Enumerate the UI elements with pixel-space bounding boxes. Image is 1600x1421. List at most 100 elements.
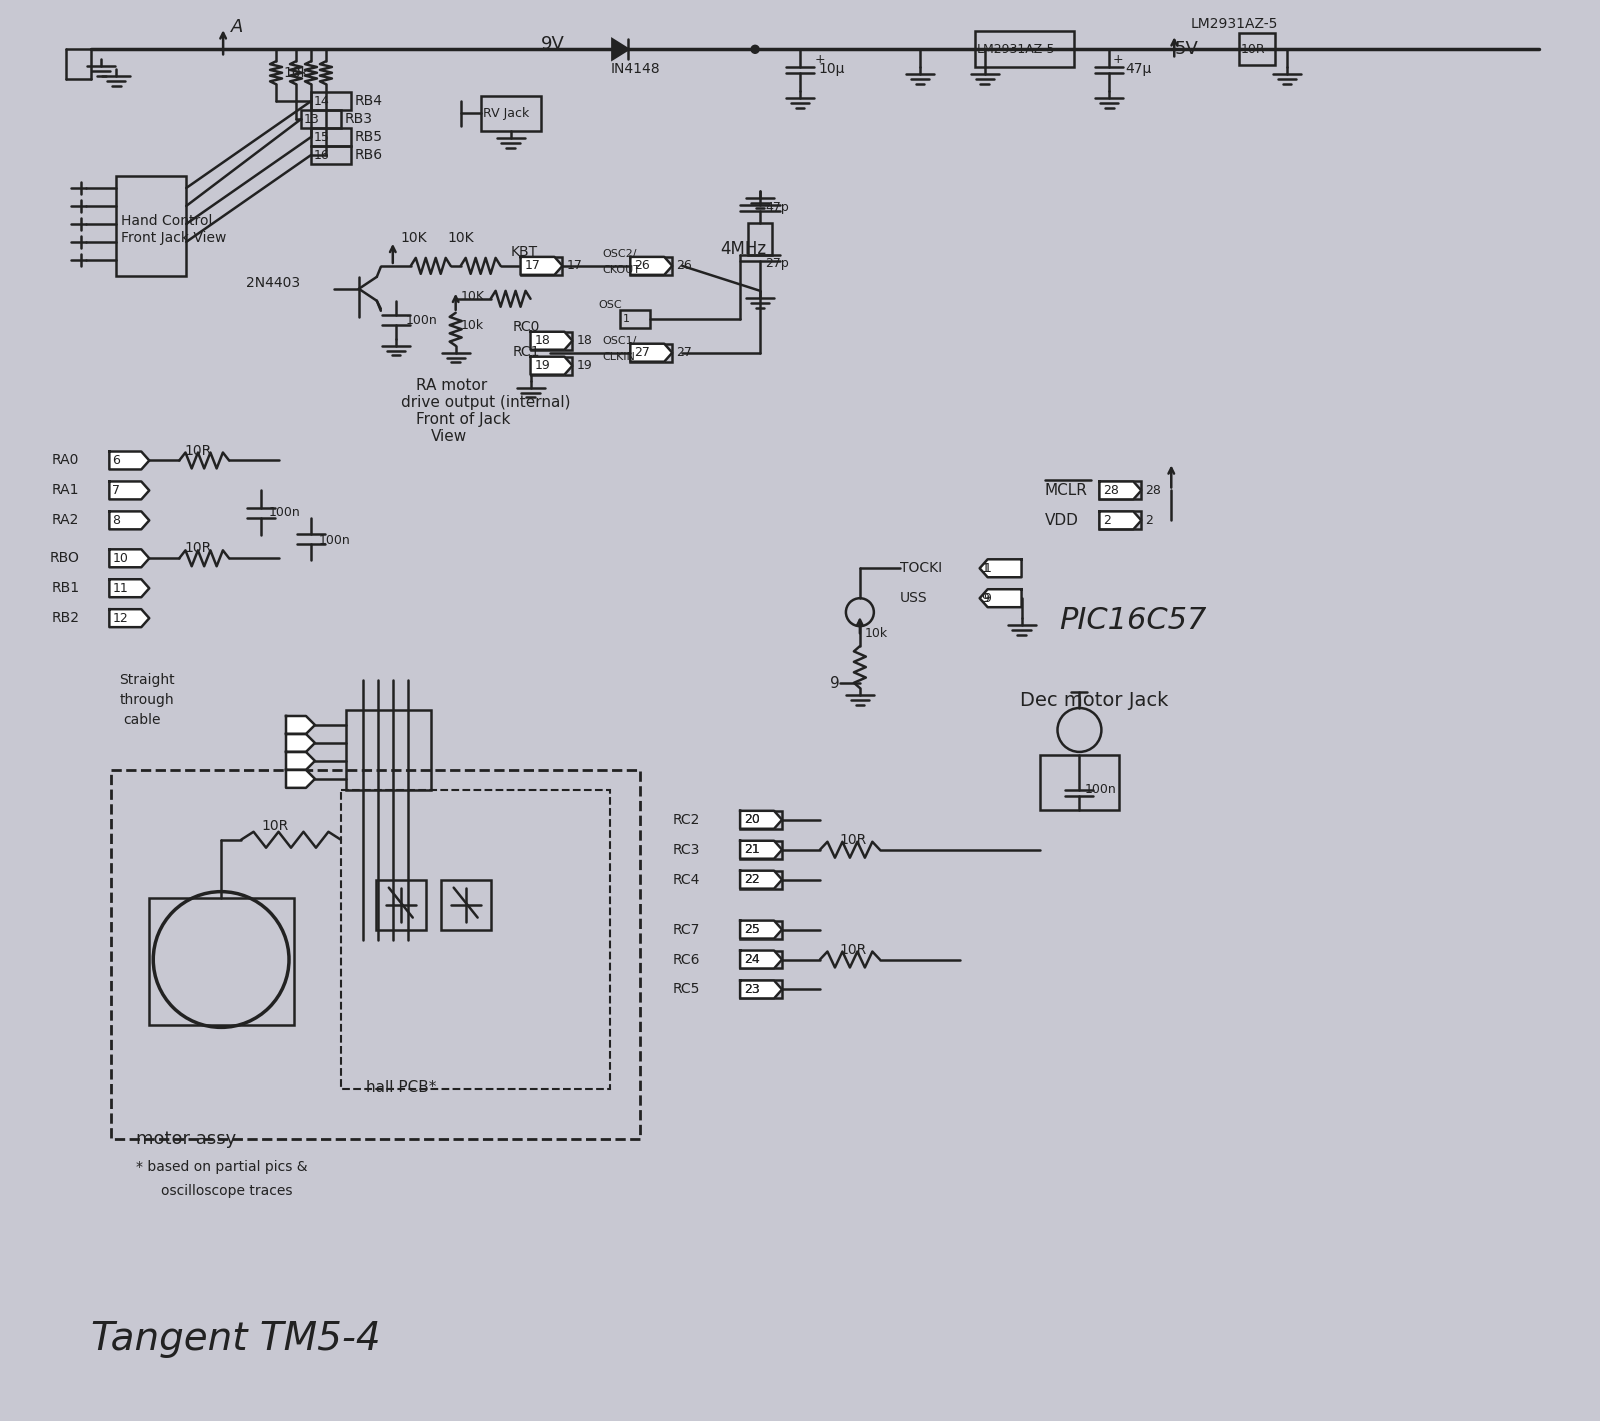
Text: 12: 12 — [112, 611, 128, 625]
Bar — [1238, 33, 1275, 65]
Bar — [376, 880, 426, 929]
Text: 9: 9 — [982, 591, 989, 605]
Polygon shape — [531, 331, 573, 350]
Text: 27: 27 — [677, 347, 693, 360]
Text: RA0: RA0 — [53, 453, 80, 468]
Text: 47μ: 47μ — [1125, 63, 1152, 77]
Text: 14: 14 — [314, 95, 330, 108]
Text: 19: 19 — [534, 360, 550, 372]
Text: RB3: RB3 — [346, 112, 373, 126]
Text: Front of Jack: Front of Jack — [416, 412, 510, 428]
Text: 10R: 10R — [840, 833, 867, 847]
Circle shape — [750, 45, 758, 53]
Text: RB1: RB1 — [51, 581, 80, 595]
Text: 27: 27 — [634, 347, 650, 360]
Polygon shape — [630, 257, 672, 274]
Polygon shape — [286, 770, 315, 787]
Bar — [531, 357, 573, 375]
Text: LM2931AZ-5: LM2931AZ-5 — [976, 43, 1054, 55]
Polygon shape — [630, 344, 672, 362]
Bar — [531, 331, 573, 350]
Text: * based on partial pics &: * based on partial pics & — [136, 1160, 307, 1174]
Text: 22: 22 — [744, 872, 760, 887]
Bar — [112, 770, 640, 1140]
Polygon shape — [1099, 512, 1141, 530]
Text: 7: 7 — [112, 485, 120, 497]
Text: 10R: 10R — [1242, 43, 1266, 55]
Text: LM2931AZ-5: LM2931AZ-5 — [1190, 17, 1278, 31]
Text: 10R: 10R — [261, 818, 288, 833]
Text: 10k: 10k — [866, 627, 888, 639]
Text: Straight: Straight — [120, 674, 174, 688]
Text: RC2: RC2 — [674, 813, 701, 827]
Text: 28: 28 — [1104, 485, 1120, 497]
Polygon shape — [286, 716, 315, 735]
Text: 9: 9 — [830, 675, 840, 691]
Text: Hand Control: Hand Control — [122, 215, 213, 227]
Text: 10K: 10K — [400, 232, 427, 244]
Text: RBO: RBO — [50, 551, 80, 566]
Text: 10μ: 10μ — [818, 63, 845, 77]
Text: 47p: 47p — [765, 202, 789, 215]
Polygon shape — [741, 980, 782, 999]
Text: OSC: OSC — [598, 300, 622, 310]
Text: A: A — [230, 18, 243, 37]
Text: 15: 15 — [314, 131, 330, 144]
Bar — [301, 111, 341, 128]
Bar — [310, 146, 350, 163]
Text: 17: 17 — [566, 260, 582, 273]
Text: 21: 21 — [744, 843, 760, 857]
Text: RC4: RC4 — [674, 872, 701, 887]
Text: 22: 22 — [744, 872, 760, 887]
Text: 16: 16 — [314, 149, 330, 162]
Text: Tangent TM5-4: Tangent TM5-4 — [91, 1320, 381, 1358]
Text: 2: 2 — [1146, 514, 1154, 527]
Text: +: + — [814, 53, 826, 65]
Text: drive output (internal): drive output (internal) — [400, 395, 570, 411]
Text: 8: 8 — [112, 514, 120, 527]
Text: 20: 20 — [744, 813, 760, 826]
Bar — [341, 790, 610, 1090]
Text: oscilloscope traces: oscilloscope traces — [162, 1184, 293, 1198]
Text: 24: 24 — [744, 953, 760, 966]
Bar — [741, 871, 782, 888]
Bar — [346, 710, 430, 790]
Text: 10K: 10K — [461, 290, 485, 303]
Polygon shape — [741, 841, 782, 858]
Text: 2N4403: 2N4403 — [246, 276, 301, 290]
Text: 17: 17 — [525, 260, 541, 273]
Text: RC5: RC5 — [674, 982, 701, 996]
Text: OSC1/: OSC1/ — [602, 335, 637, 345]
Polygon shape — [520, 257, 563, 274]
Text: 26: 26 — [634, 260, 650, 273]
Bar — [1040, 755, 1120, 810]
Text: RB2: RB2 — [51, 611, 80, 625]
Text: RB4: RB4 — [355, 94, 382, 108]
Polygon shape — [741, 811, 782, 828]
Text: 23: 23 — [744, 983, 760, 996]
Text: through: through — [120, 693, 174, 708]
Polygon shape — [531, 357, 573, 375]
Bar — [630, 344, 672, 362]
Polygon shape — [109, 452, 149, 469]
Polygon shape — [286, 735, 315, 752]
Bar — [1099, 482, 1141, 499]
Bar — [310, 128, 350, 146]
Text: RC0: RC0 — [512, 320, 539, 334]
Bar — [741, 841, 782, 858]
Text: 9: 9 — [984, 591, 992, 605]
Bar — [440, 880, 491, 929]
Text: RB6: RB6 — [355, 148, 382, 162]
Text: 28: 28 — [1146, 485, 1162, 497]
Bar — [749, 223, 773, 254]
Text: 19: 19 — [576, 360, 592, 372]
Text: RC7: RC7 — [674, 922, 701, 936]
Text: 27p: 27p — [765, 257, 789, 270]
Text: cable: cable — [123, 713, 162, 728]
Polygon shape — [613, 40, 629, 60]
Text: motor assy: motor assy — [136, 1130, 237, 1148]
Polygon shape — [286, 752, 315, 770]
Text: 23: 23 — [744, 983, 760, 996]
Text: Dec motor Jack: Dec motor Jack — [1019, 691, 1168, 709]
Text: USS: USS — [899, 591, 928, 605]
